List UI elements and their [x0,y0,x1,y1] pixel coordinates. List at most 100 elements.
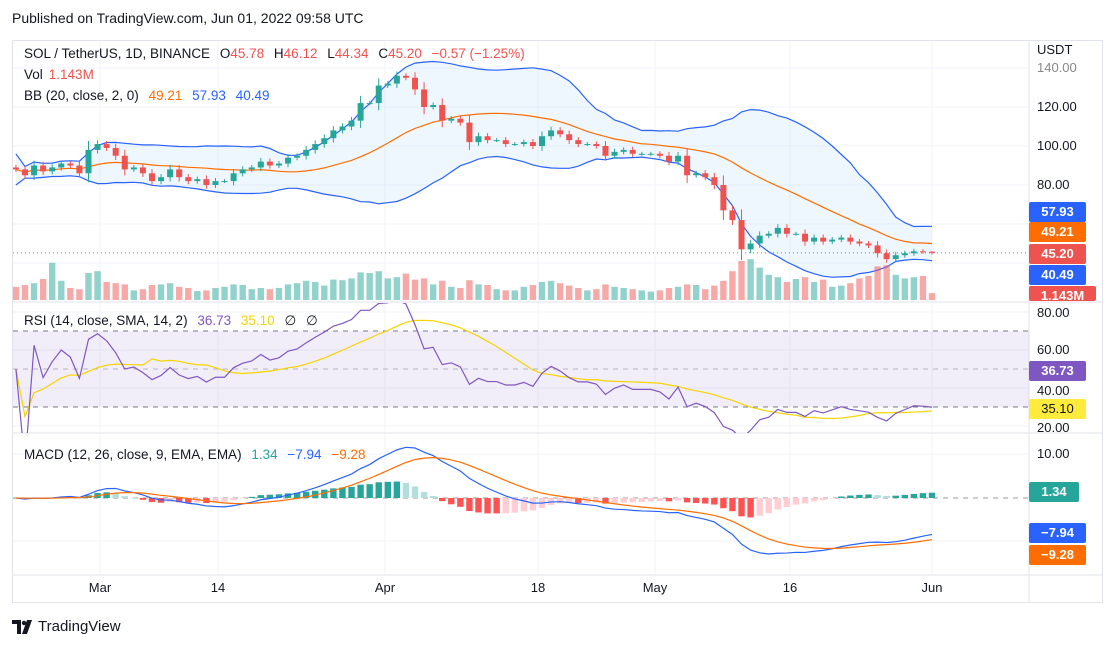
volume-bar [747,259,754,300]
rsi-line [15,303,933,433]
volume-bar [511,290,518,300]
volume-bar [756,267,763,300]
chart-frame[interactable] [12,40,1103,603]
macd-histogram-bar [765,498,772,514]
volume-bar [692,285,700,300]
macd-histogram-bar [402,482,410,498]
volume-label: Vol [24,67,43,82]
macd-legend[interactable]: MACD (12, 26, close, 9, EMA, EMA) 1.34 −… [24,447,371,462]
macd-histogram-bar [103,492,110,498]
candle-body [820,237,827,242]
candle-body [484,136,491,141]
volume-bar [538,282,546,300]
volume-bar [148,285,156,300]
low-label: L [327,46,335,61]
volume-bar [910,277,918,300]
macd-histogram-bar [493,498,500,514]
symbol-name[interactable]: SOL / TetherUS, 1D, BINANCE [24,46,211,61]
candle-body [103,144,110,148]
bb-legend[interactable]: BB (20, close, 2, 0) 49.21 57.93 40.49 [24,88,276,103]
volume-bar [656,290,664,300]
open-label: O [219,46,231,61]
candle-body [910,251,917,254]
volume-legend[interactable]: Vol 1.143M [24,67,100,82]
candle-body [602,146,609,156]
volume-bar [547,280,555,300]
volume-bar [13,286,20,300]
bb-lower-tag: 40.49 [1029,265,1086,285]
low-value: 44.34 [334,46,369,61]
macd-histogram-bar [411,486,419,498]
volume-bar [284,284,292,300]
volume-bar [21,285,29,300]
bb-label: BB (20, close, 2, 0) [24,88,139,103]
price-tick: 120.00 [1037,99,1077,114]
candle-body [266,161,273,166]
rsi-pane [13,303,1029,433]
macd-histogram-bar [910,493,918,498]
volume-bar [130,290,138,300]
rsi-na-1: ∅ [284,313,297,328]
candle-body [747,243,754,250]
macd-tag: −7.94 [1029,523,1086,543]
rsi-ma-value: 35.10 [240,313,275,328]
volume-bar [230,284,237,300]
volume-bar [439,280,446,300]
candle-body [176,169,183,178]
candle-body [919,251,926,253]
candle-body [158,177,165,182]
candle-body [548,130,555,137]
macd-signal-value: −9.28 [331,447,366,462]
volume-bar [629,289,636,300]
macd-histogram-bar [348,486,355,498]
macd-histogram-bar [874,495,881,498]
volume-bar [312,282,319,300]
macd-signal-tag: −9.28 [1029,545,1086,565]
macd-histogram-bar [366,484,373,498]
bb-basis-value: 49.21 [148,88,183,103]
volume-bar [829,286,836,300]
macd-histogram-bar [674,498,682,501]
volume-bar [847,283,854,300]
macd-histogram-bar [312,490,319,498]
volume-bar [674,286,682,300]
volume-bar [638,290,645,300]
macd-histogram-bar [130,497,138,499]
macd-histogram-bar [575,498,582,504]
volume-bar [203,290,210,300]
candle-body [901,253,908,256]
volume-value: 1.143M [48,67,94,82]
macd-pane [13,446,1029,555]
volume-bar [484,285,491,300]
macd-histogram-bar [556,498,564,504]
tradingview-logo[interactable]: TradingView [12,618,121,635]
candle-body [148,173,155,182]
candle-body [185,177,192,182]
volume-bar [275,288,283,300]
macd-histogram-bar [792,498,800,505]
candle-body [312,144,319,150]
volume-bar [566,285,573,300]
rsi-legend[interactable]: RSI (14, close, SMA, 14, 2) 36.73 35.10 … [24,313,324,329]
macd-histogram-bar [801,498,809,504]
candle-body [756,235,763,244]
macd-histogram-bar [429,495,437,498]
volume-bar [185,288,192,300]
volume-bar [411,279,419,300]
macd-histogram-bar [121,496,128,498]
rsi-band-fill [13,331,1029,407]
candle-body [294,155,301,158]
volume-bar [112,283,119,300]
published-caption: Published on TradingView.com, Jun 01, 20… [12,10,364,26]
rsi-tick: 40.00 [1037,383,1070,398]
price-unit: USDT [1037,42,1073,57]
candle-body [929,251,935,253]
macd-histogram-bar [928,492,936,498]
macd-tick: 10.00 [1037,446,1070,461]
volume-bar [702,289,709,300]
macd-histogram-bar [901,494,908,498]
candle-body [520,142,527,145]
time-label: 18 [530,580,546,595]
volume-bar [611,286,618,300]
